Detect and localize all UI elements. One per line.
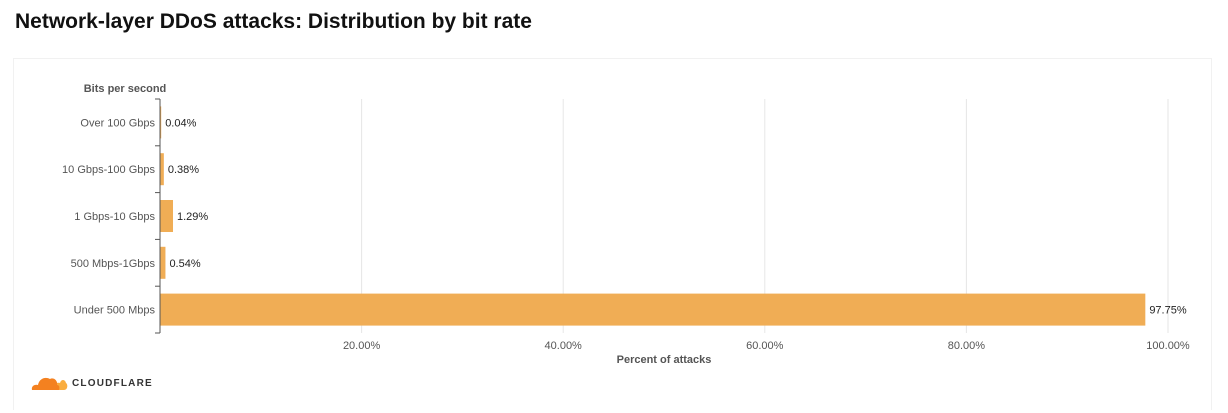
x-tick-label: 80.00% (948, 340, 986, 352)
category-label: Over 100 Gbps (80, 117, 155, 129)
bar (160, 200, 174, 232)
bar (160, 106, 162, 139)
x-tick-label: 40.00% (545, 340, 583, 352)
cloudflare-cloud-icon (31, 377, 68, 390)
category-label: 1 Gbps-10 Gbps (74, 211, 155, 223)
chart-card (13, 58, 1212, 410)
category-label: 10 Gbps-100 Gbps (62, 164, 155, 176)
data-label: 0.38% (168, 164, 199, 176)
category-label: Under 500 Mbps (74, 305, 156, 317)
data-label: 0.04% (165, 117, 196, 129)
data-label: 97.75% (1149, 305, 1187, 317)
bar (160, 153, 164, 186)
y-axis-title: Bits per second (84, 83, 167, 95)
x-tick-label: 100.00% (1146, 340, 1190, 352)
data-label: 1.29% (177, 211, 208, 223)
brand-name: CLOUDFLARE (72, 378, 153, 389)
x-axis-title: Percent of attacks (617, 354, 712, 366)
data-label: 0.54% (169, 258, 200, 270)
bar (160, 246, 166, 279)
x-tick-label: 60.00% (746, 340, 784, 352)
page-title: Network-layer DDoS attacks: Distribution… (15, 10, 532, 33)
bar (160, 293, 1146, 326)
cloudflare-logo: CLOUDFLARE (30, 375, 153, 392)
x-tick-label: 20.00% (343, 340, 381, 352)
category-label: 500 Mbps-1Gbps (71, 258, 156, 270)
